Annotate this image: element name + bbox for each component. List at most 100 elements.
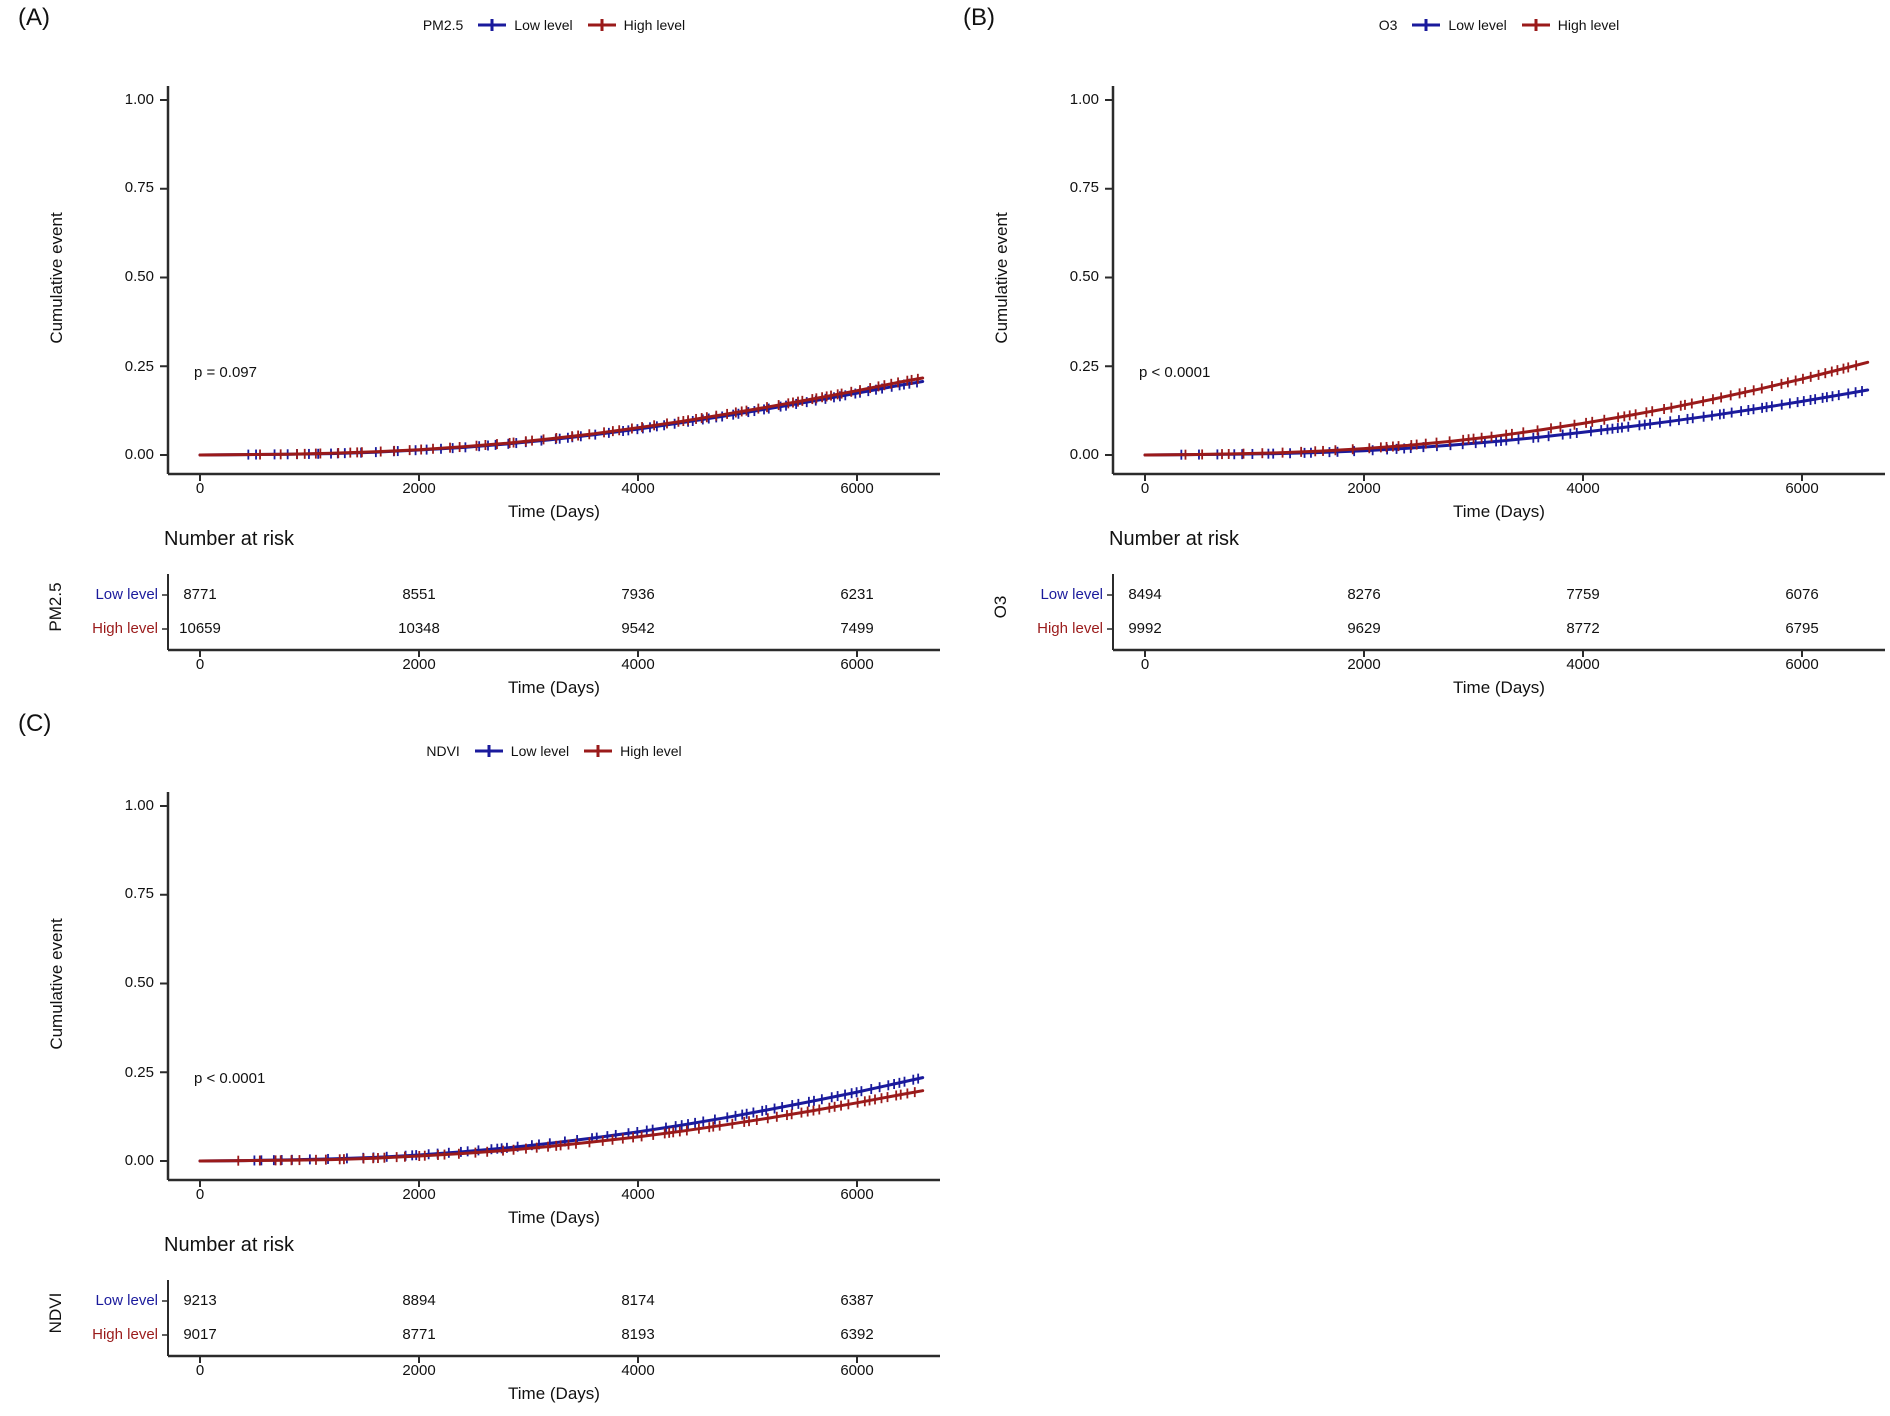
risk-count: 6392 xyxy=(840,1326,874,1343)
risk-count: 10659 xyxy=(179,620,221,637)
legend-item-high: High level xyxy=(587,17,685,33)
survival-plot-canvas xyxy=(1105,86,1885,657)
risk-count: 8894 xyxy=(402,1292,436,1309)
y-tick: 0.75 xyxy=(1069,179,1099,196)
risk-count: 6387 xyxy=(840,1292,874,1309)
y-tick: 0.25 xyxy=(124,1064,154,1081)
legend-item-high: High level xyxy=(583,743,682,759)
legend-item-low: Low level xyxy=(474,743,569,759)
survival-plot-canvas xyxy=(160,86,940,657)
risk-x-tick: 0 xyxy=(1140,656,1150,673)
x-tick: 0 xyxy=(1140,480,1150,497)
x-tick: 2000 xyxy=(402,480,436,497)
y-tick: 0.00 xyxy=(124,1152,154,1169)
y-tick: 1.00 xyxy=(124,797,154,814)
x-tick: 0 xyxy=(195,480,205,497)
low-level-marker-icon xyxy=(478,19,507,31)
risk-x-tick: 6000 xyxy=(1785,656,1819,673)
high-level-marker-icon xyxy=(1521,19,1550,31)
y-tick: 0.75 xyxy=(124,179,154,196)
y-tick: 0.50 xyxy=(1069,268,1099,285)
legend-title: NDVI xyxy=(426,743,460,759)
legend-label-high: High level xyxy=(623,17,686,33)
risk-x-axis-title: Time (Days) xyxy=(508,678,600,697)
survival-plot-canvas xyxy=(160,792,940,1363)
legend-item-low: Low level xyxy=(1411,17,1507,33)
y-tick: 0.75 xyxy=(124,885,154,902)
legend-label-high: High level xyxy=(1557,17,1620,33)
risk-count: 9542 xyxy=(621,620,655,637)
risk-x-tick: 2000 xyxy=(402,1362,436,1379)
panel-B: (B) O3 Low level High level Cumulative e… xyxy=(945,0,1890,710)
legend: O3 Low level High level xyxy=(1113,14,1885,36)
risk-count: 7499 xyxy=(840,620,874,637)
y-tick: 1.00 xyxy=(124,91,154,108)
risk-x-tick: 0 xyxy=(195,656,205,673)
x-tick: 2000 xyxy=(1347,480,1381,497)
x-axis-title: Time (Days) xyxy=(1453,502,1545,521)
legend-label-low: Low level xyxy=(1448,17,1507,33)
risk-count: 9213 xyxy=(183,1292,217,1309)
y-tick: 0.25 xyxy=(1069,358,1099,375)
risk-count: 6076 xyxy=(1785,586,1819,603)
risk-count: 8771 xyxy=(183,586,217,603)
x-tick: 6000 xyxy=(840,480,874,497)
y-axis-title: Cumulative event xyxy=(47,212,66,344)
legend-title: PM2.5 xyxy=(422,17,464,33)
y-tick: 1.00 xyxy=(1069,91,1099,108)
y-tick: 0.00 xyxy=(1069,446,1099,463)
x-tick: 4000 xyxy=(621,480,655,497)
legend-item-high: High level xyxy=(1521,17,1619,33)
risk-count: 6231 xyxy=(840,586,874,603)
y-tick: 0.50 xyxy=(124,268,154,285)
risk-x-tick: 4000 xyxy=(1566,656,1600,673)
risk-count: 8174 xyxy=(621,1292,655,1309)
risk-group-label: O3 xyxy=(991,595,1010,619)
x-tick: 0 xyxy=(195,1186,205,1203)
x-tick: 4000 xyxy=(1566,480,1600,497)
risk-x-tick: 6000 xyxy=(840,656,874,673)
panel-label: (B) xyxy=(963,4,995,31)
risk-row-label-low: Low level xyxy=(95,586,158,603)
risk-x-axis-title: Time (Days) xyxy=(1453,678,1545,697)
risk-count: 8772 xyxy=(1566,620,1600,637)
legend-item-low: Low level xyxy=(477,17,573,33)
legend-label-low: Low level xyxy=(514,17,573,33)
risk-x-tick: 4000 xyxy=(621,1362,655,1379)
legend-label-low: Low level xyxy=(510,743,570,759)
risk-x-tick: 6000 xyxy=(840,1362,874,1379)
x-tick: 6000 xyxy=(840,1186,874,1203)
panel-label: (C) xyxy=(18,710,52,737)
risk-count: 8551 xyxy=(402,586,436,603)
risk-count: 8771 xyxy=(402,1326,436,1343)
risk-x-tick: 2000 xyxy=(402,656,436,673)
legend-title: O3 xyxy=(1378,17,1398,33)
x-axis-title: Time (Days) xyxy=(508,1208,600,1227)
y-axis-title: Cumulative event xyxy=(47,918,66,1050)
risk-group-label: NDVI xyxy=(46,1292,65,1334)
risk-row-label-high: High level xyxy=(92,620,158,637)
p-value: p < 0.0001 xyxy=(194,1070,266,1087)
low-level-marker-icon xyxy=(474,745,503,757)
y-axis-title: Cumulative event xyxy=(992,212,1011,344)
risk-x-tick: 2000 xyxy=(1347,656,1381,673)
panel-label: (A) xyxy=(18,4,50,31)
panel-C: (C) NDVI Low level High level Cumulative… xyxy=(0,706,945,1416)
risk-row-label-low: Low level xyxy=(95,1292,158,1309)
low-level-marker-icon xyxy=(1412,19,1441,31)
risk-x-axis-title: Time (Days) xyxy=(508,1384,600,1403)
legend: PM2.5 Low level High level xyxy=(168,14,940,36)
risk-count: 8494 xyxy=(1128,586,1162,603)
legend: NDVI Low level High level xyxy=(168,740,940,762)
risk-row-label-high: High level xyxy=(1037,620,1103,637)
p-value: p = 0.097 xyxy=(194,364,257,381)
risk-count: 7759 xyxy=(1566,586,1600,603)
risk-count: 9992 xyxy=(1128,620,1162,637)
risk-table-title: Number at risk xyxy=(164,1234,295,1256)
high-level-marker-icon xyxy=(587,19,616,31)
risk-count: 8193 xyxy=(621,1326,655,1343)
p-value: p < 0.0001 xyxy=(1139,364,1211,381)
risk-table-title: Number at risk xyxy=(1109,528,1240,550)
risk-count: 7936 xyxy=(621,586,655,603)
